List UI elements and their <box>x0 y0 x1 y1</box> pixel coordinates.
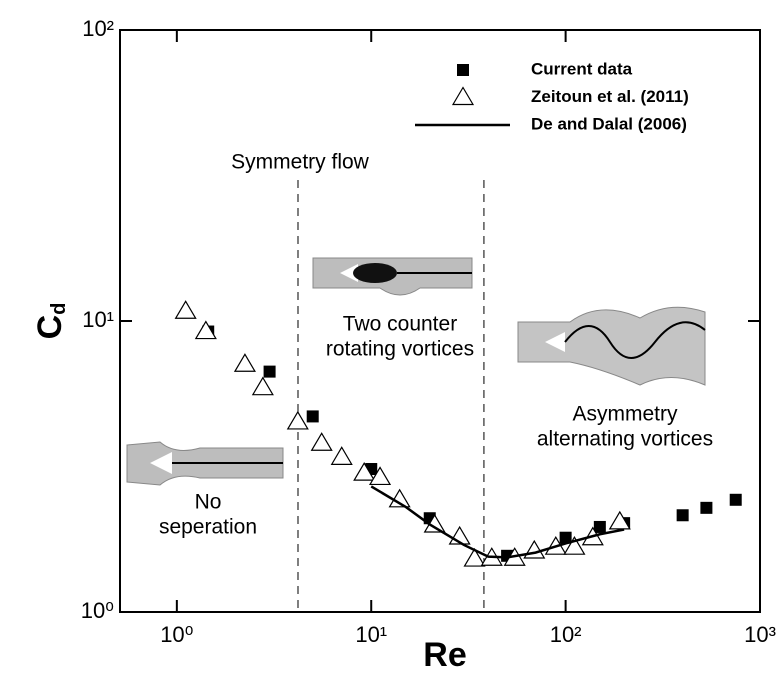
square-marker <box>263 365 276 378</box>
triangle-marker <box>251 376 274 396</box>
x-tick-label: 10¹ <box>355 622 387 647</box>
triangle-marker <box>310 432 333 451</box>
triangle-marker <box>463 547 486 567</box>
triangle-marker <box>608 510 631 530</box>
annotation: Asymmetry <box>573 403 679 426</box>
triangle-marker <box>233 353 256 372</box>
annotation: rotating vortices <box>326 338 474 361</box>
y-tick-label: 10² <box>82 16 114 41</box>
series-line <box>370 485 625 559</box>
x-tick-label: 10³ <box>744 622 776 647</box>
y-axis-label: Cd <box>31 303 70 340</box>
annotation: No <box>195 491 222 514</box>
triangle-marker <box>174 300 197 319</box>
triangle-marker <box>388 488 411 508</box>
legend-square <box>457 64 469 76</box>
triangle-marker <box>194 320 217 340</box>
flow-image-asymmetric <box>517 306 706 386</box>
square-marker <box>306 410 319 423</box>
legend-triangle <box>451 86 475 106</box>
x-tick-label: 10⁰ <box>160 622 193 647</box>
y-axis-label-sub: d <box>48 303 70 315</box>
triangle-marker <box>353 461 376 481</box>
y-axis-label-main: C <box>31 315 69 340</box>
triangle-marker <box>330 446 353 465</box>
legend-label: De and Dalal (2006) <box>531 114 687 133</box>
flow-image-no-separation <box>126 441 284 486</box>
flow-image-symmetric <box>312 257 473 296</box>
square-marker <box>593 520 606 533</box>
annotation: Two counter <box>343 313 457 336</box>
annotation: alternating vortices <box>537 428 713 451</box>
square-marker <box>729 493 742 506</box>
annotation: seperation <box>159 516 257 539</box>
x-tick-label: 10² <box>550 622 582 647</box>
square-marker <box>700 501 713 514</box>
y-tick-label: 10¹ <box>82 307 114 332</box>
triangle-marker <box>563 536 586 555</box>
y-tick-label: 10⁰ <box>81 598 114 623</box>
annotation: Symmetry flow <box>231 151 370 174</box>
legend-label: Current data <box>531 59 633 78</box>
x-axis-label: Re <box>423 636 466 674</box>
triangle-marker <box>286 410 309 430</box>
square-marker <box>559 531 572 544</box>
square-marker <box>676 509 689 522</box>
triangle-marker <box>523 539 546 559</box>
triangle-marker <box>368 466 392 486</box>
legend-label: Zeitoun et al. (2011) <box>531 87 689 106</box>
